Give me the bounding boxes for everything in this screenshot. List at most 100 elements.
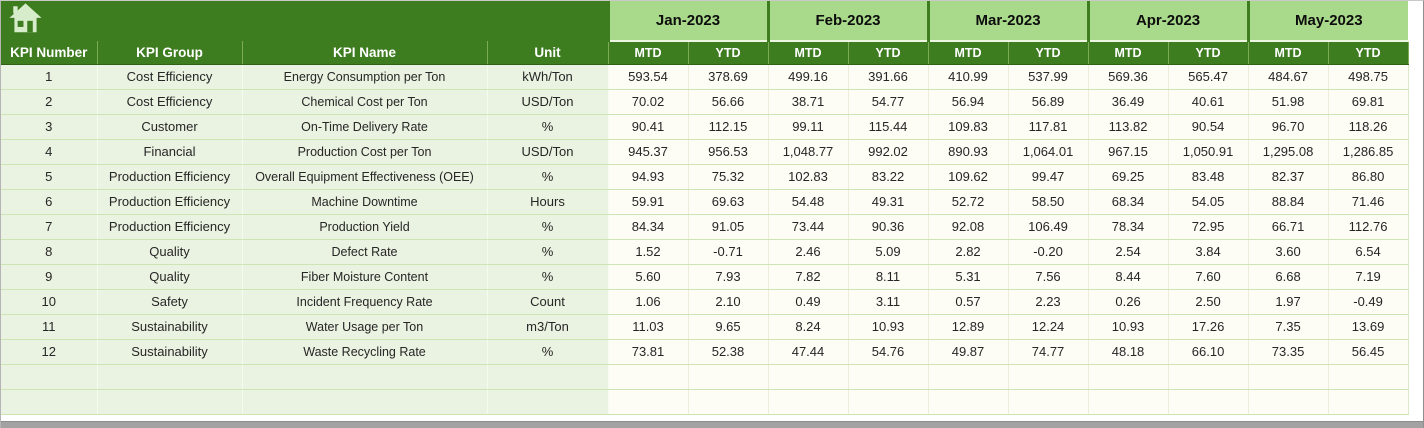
cell-kpi-group[interactable]: Production Efficiency <box>97 164 243 190</box>
cell-kpi-group[interactable]: Quality <box>97 239 243 265</box>
cell-value[interactable]: 78.34 <box>1088 214 1169 240</box>
cell-value[interactable]: 7.35 <box>1248 314 1329 340</box>
cell-value[interactable]: 56.94 <box>928 89 1009 115</box>
cell-value[interactable]: 106.49 <box>1008 214 1089 240</box>
cell-value[interactable]: 54.48 <box>768 189 849 215</box>
cell-value[interactable]: 10.93 <box>1088 314 1169 340</box>
cell-kpi-name[interactable]: Energy Consumption per Ton <box>242 64 488 90</box>
cell-unit[interactable]: Hours <box>487 189 609 215</box>
cell-value[interactable]: 69.81 <box>1328 89 1409 115</box>
cell-unit[interactable]: m3/Ton <box>487 314 609 340</box>
cell-value[interactable]: 1.97 <box>1248 289 1329 315</box>
cell-value[interactable]: 36.49 <box>1088 89 1169 115</box>
cell-value[interactable]: 54.77 <box>848 89 929 115</box>
cell-value[interactable]: 9.65 <box>688 314 769 340</box>
cell-value[interactable]: 68.34 <box>1088 189 1169 215</box>
cell-value[interactable]: 58.50 <box>1008 189 1089 215</box>
empty-cell[interactable] <box>1248 389 1329 415</box>
cell-unit[interactable]: % <box>487 239 609 265</box>
cell-value[interactable]: 5.60 <box>608 264 689 290</box>
empty-cell[interactable] <box>608 389 689 415</box>
cell-value[interactable]: 99.47 <box>1008 164 1089 190</box>
cell-value[interactable]: -0.71 <box>688 239 769 265</box>
cell-kpi-number[interactable]: 8 <box>1 239 98 265</box>
cell-value[interactable]: 12.89 <box>928 314 1009 340</box>
cell-value[interactable]: 56.45 <box>1328 339 1409 365</box>
cell-kpi-group[interactable]: Cost Efficiency <box>97 64 243 90</box>
cell-value[interactable]: 66.71 <box>1248 214 1329 240</box>
cell-value[interactable]: 113.82 <box>1088 114 1169 140</box>
cell-value[interactable]: 2.82 <box>928 239 1009 265</box>
empty-cell[interactable] <box>928 389 1009 415</box>
cell-kpi-name[interactable]: Chemical Cost per Ton <box>242 89 488 115</box>
cell-kpi-number[interactable]: 7 <box>1 214 98 240</box>
cell-unit[interactable]: USD/Ton <box>487 139 609 165</box>
cell-kpi-number[interactable]: 6 <box>1 189 98 215</box>
cell-kpi-group[interactable]: Production Efficiency <box>97 189 243 215</box>
cell-value[interactable]: 47.44 <box>768 339 849 365</box>
cell-value[interactable]: 69.63 <box>688 189 769 215</box>
cell-value[interactable]: 73.35 <box>1248 339 1329 365</box>
cell-value[interactable]: 7.56 <box>1008 264 1089 290</box>
cell-unit[interactable]: USD/Ton <box>487 89 609 115</box>
cell-unit[interactable]: % <box>487 214 609 240</box>
cell-value[interactable]: 109.83 <box>928 114 1009 140</box>
empty-cell[interactable] <box>768 364 849 390</box>
cell-value[interactable]: 52.72 <box>928 189 1009 215</box>
cell-value[interactable]: 484.67 <box>1248 64 1329 90</box>
cell-value[interactable]: 2.54 <box>1088 239 1169 265</box>
cell-value[interactable]: 593.54 <box>608 64 689 90</box>
cell-kpi-number[interactable]: 1 <box>1 64 98 90</box>
cell-value[interactable]: 378.69 <box>688 64 769 90</box>
cell-value[interactable]: 3.84 <box>1168 239 1249 265</box>
cell-value[interactable]: -0.49 <box>1328 289 1409 315</box>
cell-value[interactable]: 1.06 <box>608 289 689 315</box>
cell-value[interactable]: 10.93 <box>848 314 929 340</box>
empty-cell[interactable] <box>1328 389 1409 415</box>
cell-value[interactable]: 90.36 <box>848 214 929 240</box>
cell-value[interactable]: 17.26 <box>1168 314 1249 340</box>
cell-kpi-name[interactable]: Production Cost per Ton <box>242 139 488 165</box>
cell-kpi-name[interactable]: Production Yield <box>242 214 488 240</box>
cell-value[interactable]: 82.37 <box>1248 164 1329 190</box>
cell-value[interactable]: 83.22 <box>848 164 929 190</box>
empty-cell[interactable] <box>242 389 488 415</box>
empty-cell[interactable] <box>242 364 488 390</box>
cell-kpi-number[interactable]: 5 <box>1 164 98 190</box>
cell-value[interactable]: 54.05 <box>1168 189 1249 215</box>
cell-kpi-group[interactable]: Sustainability <box>97 314 243 340</box>
empty-cell[interactable] <box>608 364 689 390</box>
cell-value[interactable]: 51.98 <box>1248 89 1329 115</box>
empty-cell[interactable] <box>1008 389 1089 415</box>
cell-kpi-number[interactable]: 2 <box>1 89 98 115</box>
cell-kpi-group[interactable]: Customer <box>97 114 243 140</box>
cell-unit[interactable]: % <box>487 114 609 140</box>
cell-value[interactable]: 3.11 <box>848 289 929 315</box>
cell-value[interactable]: 5.09 <box>848 239 929 265</box>
empty-cell[interactable] <box>1 364 98 390</box>
cell-value[interactable]: 1.52 <box>608 239 689 265</box>
cell-value[interactable]: -0.20 <box>1008 239 1089 265</box>
cell-value[interactable]: 0.26 <box>1088 289 1169 315</box>
empty-cell[interactable] <box>1088 364 1169 390</box>
cell-kpi-number[interactable]: 3 <box>1 114 98 140</box>
cell-value[interactable]: 94.93 <box>608 164 689 190</box>
cell-value[interactable]: 7.82 <box>768 264 849 290</box>
cell-unit[interactable]: Count <box>487 289 609 315</box>
cell-value[interactable]: 74.77 <box>1008 339 1089 365</box>
cell-value[interactable]: 992.02 <box>848 139 929 165</box>
cell-value[interactable]: 115.44 <box>848 114 929 140</box>
cell-kpi-name[interactable]: Defect Rate <box>242 239 488 265</box>
cell-value[interactable]: 2.10 <box>688 289 769 315</box>
cell-value[interactable]: 84.34 <box>608 214 689 240</box>
empty-cell[interactable] <box>928 364 1009 390</box>
empty-cell[interactable] <box>487 364 609 390</box>
cell-value[interactable]: 5.31 <box>928 264 1009 290</box>
cell-value[interactable]: 109.62 <box>928 164 1009 190</box>
cell-kpi-number[interactable]: 9 <box>1 264 98 290</box>
cell-value[interactable]: 118.26 <box>1328 114 1409 140</box>
cell-value[interactable]: 83.48 <box>1168 164 1249 190</box>
cell-unit[interactable]: % <box>487 339 609 365</box>
cell-kpi-group[interactable]: Safety <box>97 289 243 315</box>
cell-kpi-number[interactable]: 4 <box>1 139 98 165</box>
